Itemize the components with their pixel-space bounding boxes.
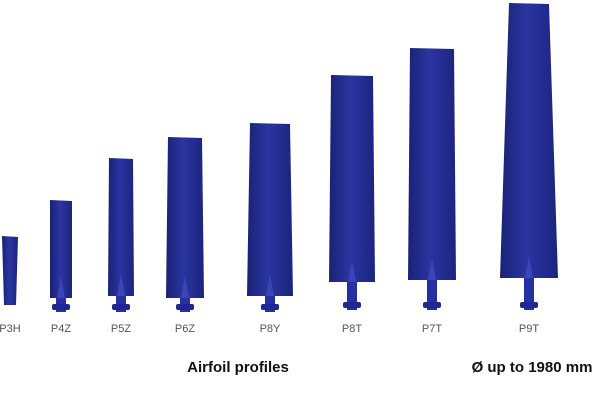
blade-body	[408, 48, 456, 280]
blade-body	[50, 200, 72, 298]
blade-flange	[343, 302, 361, 308]
blade-hub	[427, 280, 437, 310]
blade-body	[500, 3, 558, 278]
blade-flange	[261, 304, 279, 310]
diameter-note: Ø up to 1980 mm	[472, 359, 593, 376]
blade-flange	[423, 302, 441, 308]
blade-fin	[181, 276, 189, 298]
blades: P3H P4Z P5Z P6Z P8Y P8T P7T P9T	[0, 3, 558, 335]
blade-fin	[117, 274, 125, 296]
blade-body	[329, 75, 375, 282]
blade-label: P3H	[0, 323, 21, 335]
blade-label: P6Z	[175, 323, 195, 335]
blade-fin	[525, 256, 533, 278]
blade-body	[2, 236, 18, 305]
caption: Airfoil profiles	[187, 359, 289, 376]
blade-hub	[347, 282, 357, 310]
blade-label: P5Z	[111, 323, 131, 335]
blade	[50, 200, 72, 312]
blade-label: P7T	[422, 323, 442, 335]
blade	[408, 48, 456, 310]
blade	[108, 158, 134, 312]
blade	[247, 123, 293, 312]
blade-body	[247, 123, 293, 296]
blade-flange	[520, 302, 538, 308]
blade-flange	[176, 304, 194, 310]
blade-label: P8Y	[260, 323, 281, 335]
blade-fin	[428, 258, 436, 280]
blade-flange	[52, 304, 70, 310]
blade-body	[108, 158, 134, 296]
blade-fin	[348, 260, 356, 282]
blade	[166, 137, 204, 312]
blade-flange	[112, 304, 130, 310]
blade	[2, 236, 18, 305]
blade-fin	[266, 274, 274, 296]
blade-fin	[57, 276, 65, 298]
blade	[500, 3, 558, 310]
blade-label: P9T	[519, 323, 539, 335]
blade	[329, 75, 375, 310]
blade-hub	[524, 278, 534, 310]
blade-label: P8T	[342, 323, 362, 335]
blade-body	[166, 137, 204, 298]
blade-label: P4Z	[51, 323, 71, 335]
